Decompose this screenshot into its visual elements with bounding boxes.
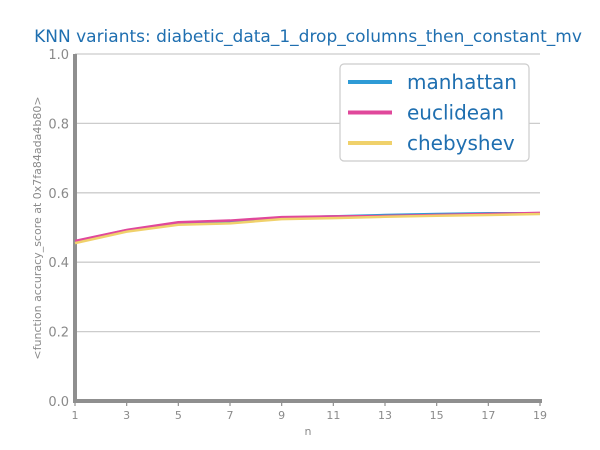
series-line-euclidean (74, 211, 541, 243)
legend-box (339, 63, 530, 162)
y-tick-label: 0.0 (48, 395, 69, 410)
y-axis-label: <function accuracy_score at 0x7fa84ada4b… (31, 96, 44, 359)
y-tick-label: 0.8 (48, 117, 69, 132)
axes (73, 54, 542, 403)
y-tick-label: 0.4 (48, 256, 69, 271)
x-axis-label: n (305, 425, 312, 438)
legend: manhattan euclidean chebyshev (339, 63, 530, 162)
x-tick-label: 13 (378, 409, 392, 422)
x-tick-label: 3 (123, 409, 130, 422)
y-tick-label: 1.0 (48, 48, 69, 63)
x-tick-label: 15 (430, 409, 444, 422)
y-ticks: 0.0 0.2 0.4 0.6 0.8 1.0 (48, 48, 69, 410)
series-line-chebyshev (74, 212, 541, 245)
legend-label-chebyshev: chebyshev (407, 131, 515, 155)
y-tick-label: 0.6 (48, 187, 69, 202)
series-lines (74, 211, 541, 245)
legend-label-euclidean: euclidean (407, 101, 504, 125)
x-tick-label: 1 (72, 409, 79, 422)
x-tick-label: 17 (481, 409, 495, 422)
x-tick-label: 7 (227, 409, 234, 422)
x-tick-label: 11 (326, 409, 340, 422)
x-ticks: 1 3 5 7 9 11 13 15 17 19 (72, 401, 547, 422)
x-tick-label: 5 (175, 409, 182, 422)
y-tick-label: 0.2 (48, 326, 69, 341)
chart-title: KNN variants: diabetic_data_1_drop_colum… (34, 27, 582, 47)
x-tick-label: 19 (533, 409, 547, 422)
legend-label-manhattan: manhattan (407, 70, 517, 94)
x-tick-label: 9 (278, 409, 285, 422)
